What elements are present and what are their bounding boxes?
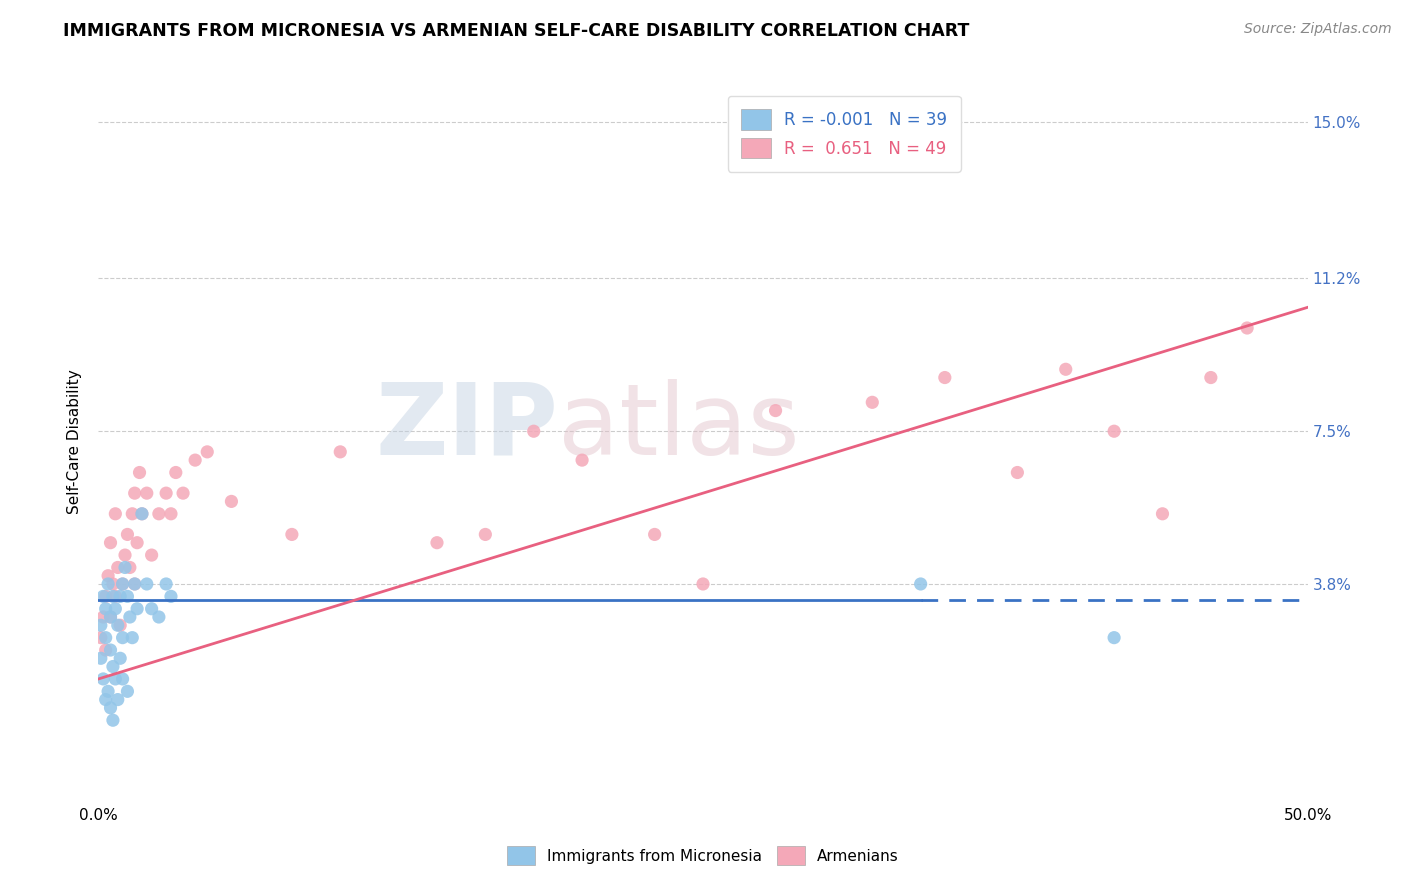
Point <box>94 590 117 604</box>
Point <box>114 560 136 574</box>
Point <box>121 507 143 521</box>
Point <box>127 601 149 615</box>
Point <box>692 577 714 591</box>
Point <box>94 692 117 706</box>
Point <box>104 601 127 615</box>
Point <box>160 507 183 521</box>
Point <box>426 535 449 549</box>
Point <box>100 701 122 715</box>
Point <box>94 601 117 615</box>
Point <box>91 610 114 624</box>
Point <box>860 395 883 409</box>
Point <box>108 651 131 665</box>
Point <box>101 659 124 673</box>
Point <box>934 370 956 384</box>
Point <box>184 453 207 467</box>
Point <box>104 590 127 604</box>
Point <box>160 590 183 604</box>
Point <box>94 631 117 645</box>
Point <box>111 577 134 591</box>
Point <box>135 486 157 500</box>
Y-axis label: Self-Care Disability: Self-Care Disability <box>67 369 83 514</box>
Point <box>124 486 146 500</box>
Point <box>101 590 124 604</box>
Point <box>97 568 120 582</box>
Point <box>1236 321 1258 335</box>
Point <box>1102 631 1125 645</box>
Point <box>101 577 124 591</box>
Point <box>118 560 141 574</box>
Point <box>571 453 593 467</box>
Point <box>111 672 134 686</box>
Point <box>121 631 143 645</box>
Point <box>165 466 187 480</box>
Point <box>1102 424 1125 438</box>
Point <box>111 631 134 645</box>
Point <box>124 577 146 591</box>
Text: Source: ZipAtlas.com: Source: ZipAtlas.com <box>1244 22 1392 37</box>
Point <box>141 601 163 615</box>
Point <box>90 618 112 632</box>
Point <box>128 466 150 480</box>
Point <box>101 713 124 727</box>
Point <box>107 618 129 632</box>
Point <box>910 577 932 591</box>
Point <box>114 548 136 562</box>
Point <box>329 445 352 459</box>
Point <box>155 486 177 500</box>
Point <box>124 577 146 591</box>
Point <box>117 684 139 698</box>
Point <box>1054 362 1077 376</box>
Point <box>100 610 122 624</box>
Point <box>765 403 787 417</box>
Point <box>100 643 122 657</box>
Point <box>91 590 114 604</box>
Point <box>1007 466 1029 480</box>
Point <box>100 535 122 549</box>
Point <box>148 507 170 521</box>
Point <box>644 527 666 541</box>
Point <box>104 672 127 686</box>
Point <box>172 486 194 500</box>
Point <box>281 527 304 541</box>
Point <box>107 560 129 574</box>
Point <box>90 651 112 665</box>
Point <box>141 548 163 562</box>
Point <box>195 445 218 459</box>
Point <box>148 610 170 624</box>
Legend: R = -0.001   N = 39, R =  0.651   N = 49: R = -0.001 N = 39, R = 0.651 N = 49 <box>728 95 960 171</box>
Point <box>221 494 243 508</box>
Point <box>107 692 129 706</box>
Point <box>91 672 114 686</box>
Legend: Immigrants from Micronesia, Armenians: Immigrants from Micronesia, Armenians <box>501 840 905 871</box>
Point <box>108 618 131 632</box>
Point <box>117 590 139 604</box>
Point <box>111 577 134 591</box>
Text: atlas: atlas <box>558 378 800 475</box>
Point <box>127 535 149 549</box>
Point <box>1152 507 1174 521</box>
Point <box>104 507 127 521</box>
Point <box>118 610 141 624</box>
Point <box>474 527 496 541</box>
Point <box>1199 370 1222 384</box>
Text: ZIP: ZIP <box>375 378 558 475</box>
Point <box>108 590 131 604</box>
Point <box>100 610 122 624</box>
Point <box>131 507 153 521</box>
Text: IMMIGRANTS FROM MICRONESIA VS ARMENIAN SELF-CARE DISABILITY CORRELATION CHART: IMMIGRANTS FROM MICRONESIA VS ARMENIAN S… <box>63 22 970 40</box>
Point <box>135 577 157 591</box>
Point <box>131 507 153 521</box>
Point <box>97 684 120 698</box>
Point <box>117 527 139 541</box>
Point <box>155 577 177 591</box>
Point <box>90 631 112 645</box>
Point <box>94 643 117 657</box>
Point <box>523 424 546 438</box>
Point <box>97 577 120 591</box>
